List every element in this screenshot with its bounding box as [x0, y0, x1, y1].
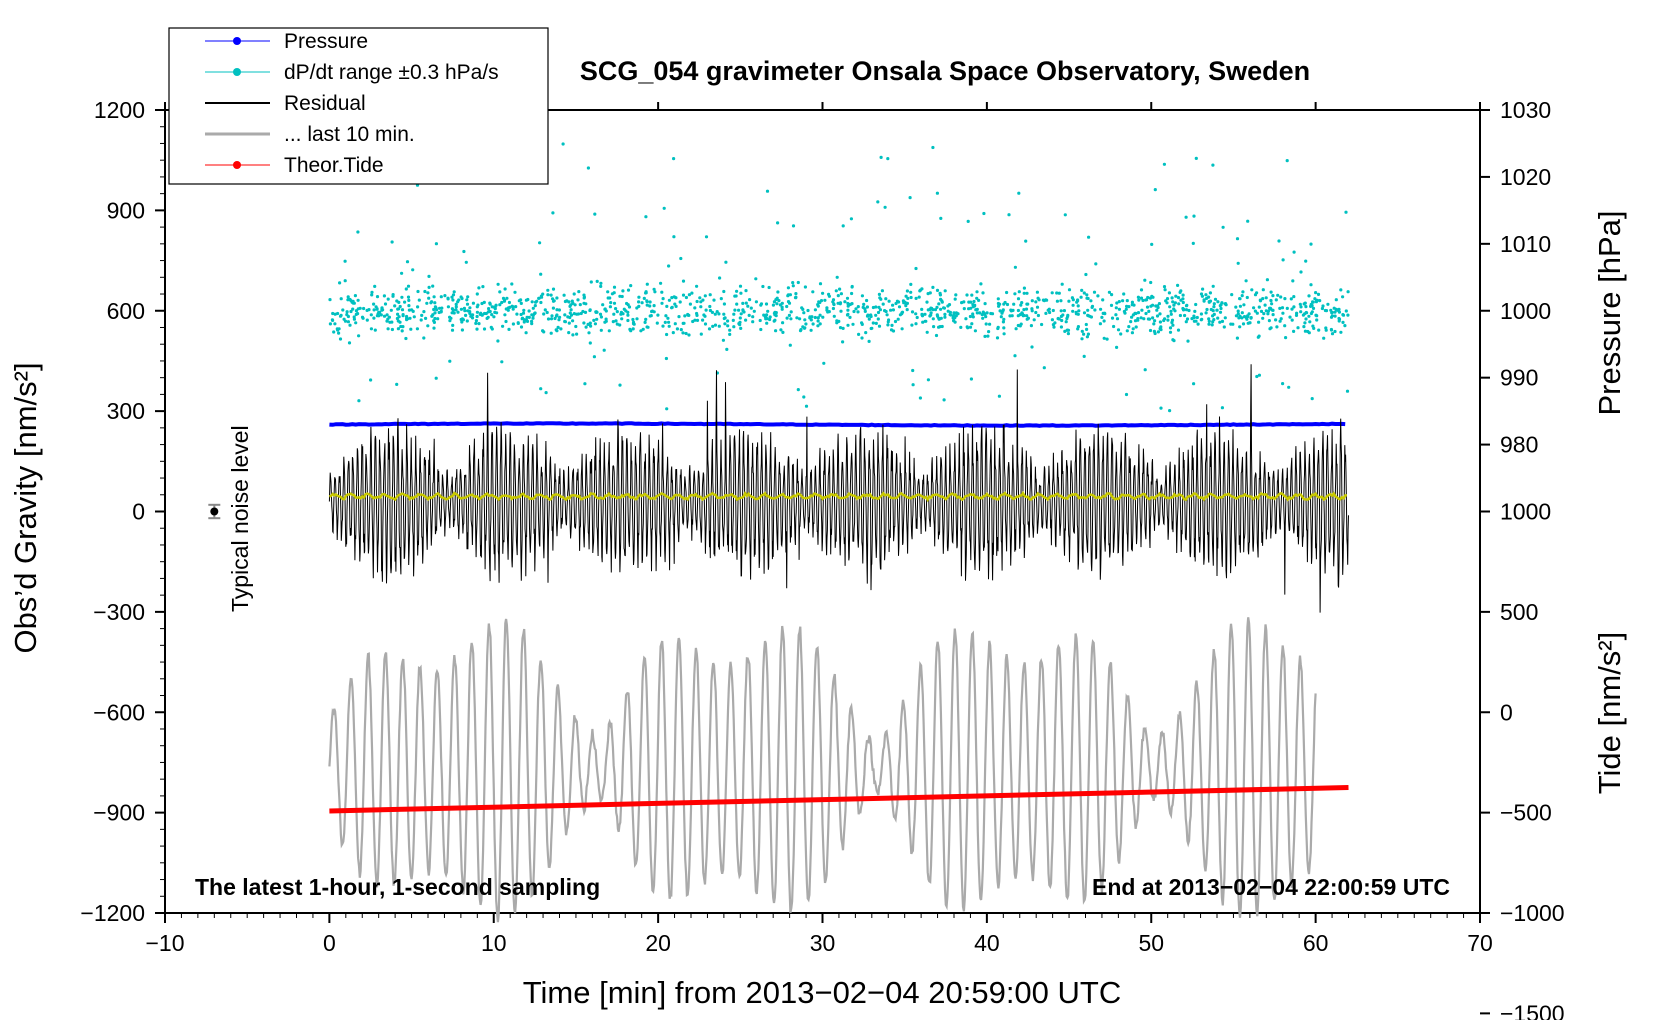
residual-series — [328, 364, 1349, 613]
noise-level-indicator — [208, 503, 221, 520]
x-tick-label: 50 — [1138, 930, 1164, 956]
y-tick-label: 300 — [107, 398, 145, 424]
axes: −10 0 10 20 30 40 50 60 7012009006003000−300−600… — [80, 97, 1564, 1020]
y-tick-label: 600 — [107, 298, 145, 324]
tide-tick-label: −1500 — [1500, 1000, 1565, 1020]
legend: Pressure dP/dt range ±0.3 hPa/s Residual..… — [168, 27, 549, 185]
x-tick-label: 70 — [1467, 930, 1493, 956]
pressure-tick-label: 1020 — [1500, 164, 1551, 190]
smoothed-residual-line — [328, 490, 1348, 503]
tide-tick-label: 1000 — [1500, 499, 1551, 525]
legend-label: ... last 10 min. — [284, 123, 415, 146]
end-time-note: End at 2013−02−04 22:00:59 UTC — [1092, 874, 1450, 900]
noise-level-label: Typical noise level — [227, 425, 253, 612]
pressure-tick-label: 1030 — [1500, 97, 1551, 123]
x-tick-label: 10 — [481, 930, 507, 956]
legend-label: Pressure — [284, 30, 368, 53]
legend-label: Theor.Tide — [284, 154, 384, 177]
tide-tick-label: 500 — [1500, 599, 1538, 625]
pressure-tick-label: 980 — [1500, 432, 1538, 458]
y-tick-label: −300 — [93, 599, 145, 625]
y-axis-tide-title: Tide [nm/s²] — [1592, 632, 1627, 795]
pressure-tick-label: 990 — [1500, 365, 1538, 391]
y-tick-label: 0 — [132, 499, 145, 525]
theor-tide-series — [329, 785, 1349, 814]
x-tick-label: 20 — [645, 930, 671, 956]
tide-tick-label: −500 — [1500, 800, 1552, 826]
dpdt-dots — [328, 142, 1350, 413]
legend-label: Residual — [284, 92, 366, 115]
x-tick-label: 40 — [974, 930, 1000, 956]
legend-swatch-marker — [233, 37, 241, 45]
residual-line — [328, 364, 1349, 613]
chart-title: SCG_054 gravimeter Onsala Space Observat… — [580, 56, 1310, 86]
y-tick-label: −900 — [93, 800, 145, 826]
pressure-tick-label: 1000 — [1500, 298, 1551, 324]
y-tick-label: −1200 — [80, 900, 145, 926]
tide-tick-label: −1000 — [1500, 900, 1565, 926]
tide-tick-label: 0 — [1500, 699, 1513, 725]
x-axis-title: Time [min] from 2013−02−04 20:59:00 UTC — [523, 975, 1122, 1010]
x-tick-label: 0 — [323, 930, 336, 956]
dpdt-dots-series — [328, 142, 1350, 413]
x-tick-label: 30 — [810, 930, 836, 956]
smoothed-residual-series — [328, 490, 1348, 503]
sampling-note: The latest 1-hour, 1-second sampling — [195, 874, 600, 900]
y-tick-label: 900 — [107, 197, 145, 223]
pressure-tick-label: 1010 — [1500, 231, 1551, 257]
legend-swatch-marker — [233, 68, 241, 76]
legend-box — [168, 27, 549, 185]
tide-line — [329, 785, 1349, 814]
y-axis-left-title: Obs’d Gravity [nm/s²] — [8, 362, 43, 653]
x-tick-label: 60 — [1303, 930, 1329, 956]
y-tick-label: −600 — [93, 699, 145, 725]
pressure-series — [329, 421, 1346, 428]
legend-label: dP/dt range ±0.3 hPa/s — [284, 61, 499, 84]
y-tick-label: 1200 — [94, 97, 145, 123]
noise-marker — [210, 507, 219, 516]
y-axis-pressure-title: Pressure [hPa] — [1592, 210, 1627, 415]
legend-swatch-marker — [233, 161, 241, 169]
pressure-line — [329, 421, 1346, 428]
x-tick-label: −10 — [145, 930, 184, 956]
